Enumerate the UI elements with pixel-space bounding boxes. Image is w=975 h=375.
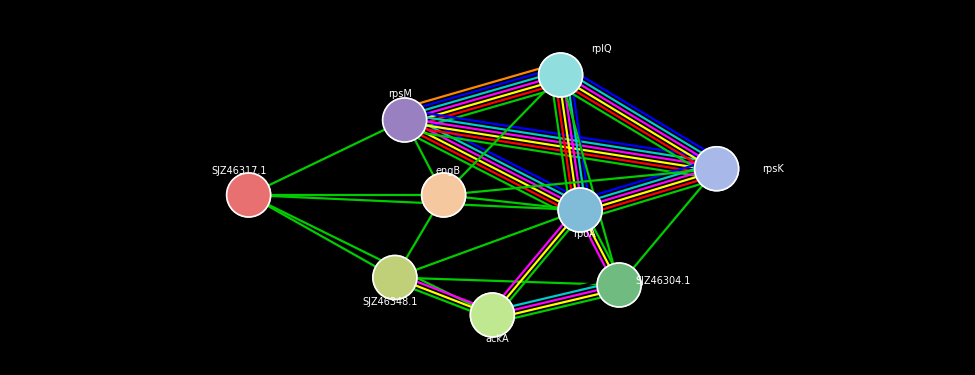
Ellipse shape [538, 53, 583, 97]
Text: rpsK: rpsK [762, 164, 784, 174]
Text: SJZ46317.1: SJZ46317.1 [212, 166, 266, 176]
Text: engB: engB [436, 166, 461, 176]
Ellipse shape [382, 98, 427, 142]
Ellipse shape [372, 255, 417, 300]
Ellipse shape [421, 173, 466, 217]
Ellipse shape [226, 173, 271, 217]
Text: SJZ46304.1: SJZ46304.1 [636, 276, 690, 285]
Text: rpoA: rpoA [573, 230, 597, 239]
Ellipse shape [470, 293, 515, 337]
Ellipse shape [694, 147, 739, 191]
Text: rplQ: rplQ [591, 44, 612, 54]
Ellipse shape [558, 188, 603, 232]
Text: SJZ46348.1: SJZ46348.1 [363, 297, 417, 307]
Text: ackA: ackA [486, 334, 509, 344]
Ellipse shape [597, 263, 642, 307]
Text: rpsM: rpsM [388, 89, 411, 99]
